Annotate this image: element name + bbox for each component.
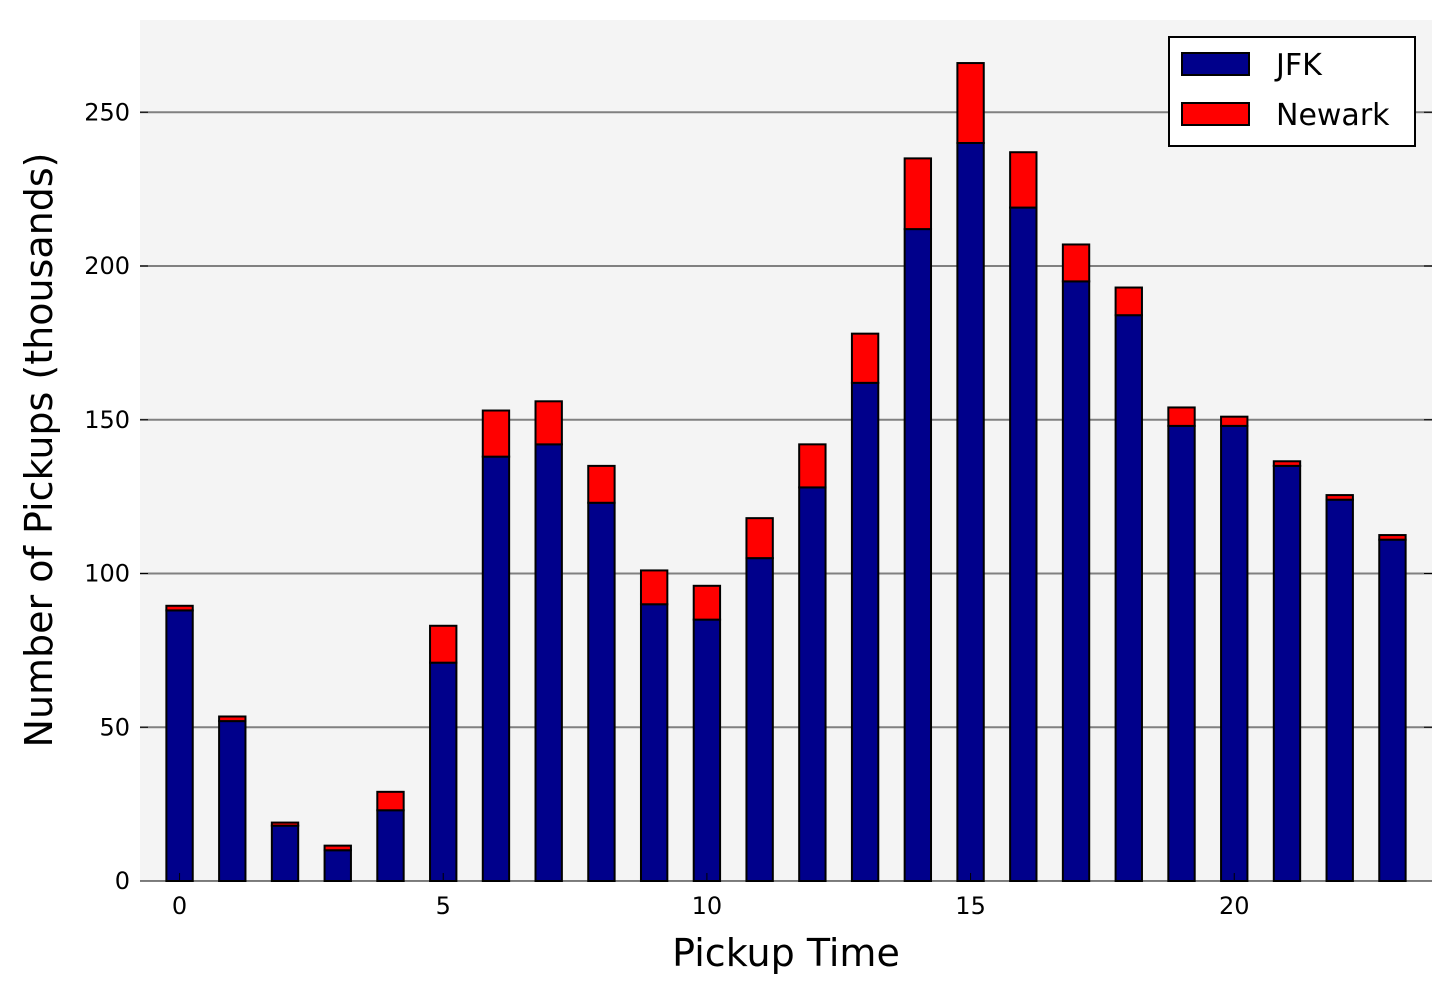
bar-newark-22 (1325, 494, 1354, 501)
x-ticks: 0 5 10 15 20 (172, 873, 1250, 920)
bar-jfk-12 (798, 486, 827, 882)
bar-newark-14 (903, 157, 933, 231)
bar-jfk-8 (587, 501, 616, 882)
bar-jfk-2 (270, 824, 300, 883)
bar-jfk-20 (1220, 424, 1249, 882)
bar-jfk-5 (429, 661, 458, 882)
bar-newark-19 (1167, 406, 1196, 427)
gridlines (140, 111, 1432, 729)
bar-jfk-10 (692, 618, 722, 882)
bar-jfk-16 (1009, 206, 1038, 882)
bar-jfk-23 (1378, 538, 1407, 882)
bar-newark-0 (165, 604, 194, 612)
x-tick-label-10: 10 (692, 892, 723, 920)
legend: JFK Newark (1168, 36, 1416, 147)
bar-jfk-4 (376, 809, 405, 883)
y-tick-label-150: 150 (84, 406, 130, 434)
y-tick-label-250: 250 (84, 98, 130, 126)
legend-label-jfk: JFK (1274, 48, 1323, 83)
y-tick-label-50: 50 (99, 713, 130, 741)
bar-jfk-14 (903, 228, 933, 883)
bar-newark-11 (745, 517, 774, 560)
bars (165, 62, 1407, 883)
bar-newark-20 (1220, 415, 1249, 427)
legend-label-newark: Newark (1276, 98, 1390, 133)
bar-jfk-18 (1114, 314, 1143, 882)
bar-newark-7 (534, 400, 563, 446)
bar-jfk-15 (956, 142, 985, 882)
x-axis-title: Pickup Time (672, 931, 900, 975)
bar-newark-10 (692, 584, 722, 621)
bar-jfk-3 (323, 849, 352, 882)
bar-newark-18 (1114, 286, 1143, 317)
x-tick-label-0: 0 (172, 892, 187, 920)
bar-newark-1 (218, 715, 247, 723)
bar-newark-16 (1009, 151, 1038, 209)
bar-newark-13 (850, 332, 880, 384)
legend-swatch-jfk (1181, 52, 1250, 76)
bar-jfk-13 (850, 381, 880, 882)
x-tick-label-15: 15 (955, 892, 986, 920)
bar-newark-2 (270, 821, 300, 827)
bar-newark-23 (1378, 534, 1407, 541)
y-tick-label-0: 0 (115, 867, 130, 895)
bar-newark-4 (376, 790, 405, 812)
bar-jfk-1 (218, 720, 247, 882)
y-axis-title: Number of Pickups (thousands) (17, 153, 61, 748)
bar-jfk-7 (534, 443, 563, 882)
bar-newark-21 (1272, 460, 1302, 467)
plot-background (140, 20, 1432, 881)
bar-jfk-17 (1061, 280, 1091, 882)
bar-jfk-6 (481, 455, 511, 882)
x-tick-label-5: 5 (436, 892, 451, 920)
bar-newark-15 (956, 62, 985, 144)
bar-newark-17 (1061, 243, 1091, 283)
legend-swatch-newark (1181, 102, 1250, 126)
bar-newark-6 (481, 409, 511, 458)
y-ticks: 0 50 100 150 200 250 (84, 98, 1432, 895)
bar-jfk-9 (639, 603, 669, 882)
y-tick-label-100: 100 (84, 560, 130, 588)
bar-newark-5 (429, 624, 458, 664)
y-tick-label-200: 200 (84, 252, 130, 280)
bar-jfk-19 (1167, 424, 1196, 882)
bar-newark-9 (639, 569, 669, 606)
bar-jfk-11 (745, 557, 774, 882)
bar-jfk-22 (1325, 498, 1354, 882)
bar-newark-3 (323, 844, 352, 852)
bar-newark-12 (798, 443, 827, 489)
x-tick-label-20: 20 (1219, 892, 1250, 920)
bar-jfk-21 (1272, 464, 1302, 882)
bar-newark-8 (587, 464, 616, 504)
bar-jfk-0 (165, 609, 194, 883)
